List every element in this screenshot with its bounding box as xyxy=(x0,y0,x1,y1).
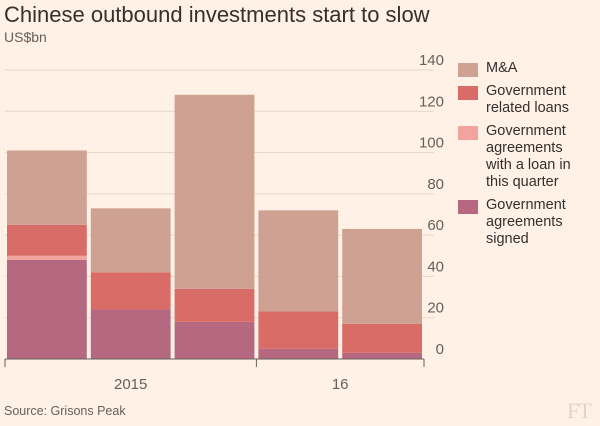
legend-label-agreements-with-loan: Government agreements with a loan in thi… xyxy=(486,123,571,190)
bar-4-series-4 xyxy=(258,210,339,312)
source-note: Source: Grisons Peak xyxy=(4,404,126,418)
legend-label-ma: M&A xyxy=(486,60,518,76)
bar-1-series-1 xyxy=(7,259,87,359)
legend-item-agreements-with-loan: Government agreements with a loan in thi… xyxy=(458,123,598,191)
bar-3-series-4 xyxy=(174,94,255,289)
legend-swatch-ma xyxy=(458,63,478,77)
bar-3-series-1 xyxy=(174,321,255,359)
bar-1-series-4 xyxy=(7,150,87,225)
bar-5-series-3 xyxy=(342,323,422,353)
bar-2-series-3 xyxy=(90,272,171,310)
bar-4-series-3 xyxy=(258,311,339,349)
chart-title: Chinese outbound investments start to sl… xyxy=(4,2,430,27)
y-tick-label-100: 100 xyxy=(419,135,444,152)
y-tick-label-40: 40 xyxy=(427,258,444,275)
legend-item-agreements-signed: Government agreements signed xyxy=(458,197,598,248)
chart-legend: M&A Government related loans Government … xyxy=(458,60,598,254)
bar-2-series-1 xyxy=(90,309,171,359)
legend-swatch-agreements-with-loan xyxy=(458,126,478,140)
y-tick-label-60: 60 xyxy=(427,217,444,234)
x-tick-label-16: 16 xyxy=(332,376,349,393)
ft-logo: FT xyxy=(567,398,592,423)
bar-5-series-1 xyxy=(342,352,422,359)
y-tick-label-80: 80 xyxy=(427,176,444,193)
bar-1-series-2 xyxy=(7,255,87,260)
bar-3-series-3 xyxy=(174,288,255,322)
y-tick-label-120: 120 xyxy=(419,93,444,110)
legend-item-ma: M&A xyxy=(458,60,598,77)
x-tick-label-2015: 2015 xyxy=(114,376,147,393)
bar-5-series-4 xyxy=(342,228,422,324)
bar-1-series-3 xyxy=(7,224,87,256)
legend-item-government-related-loans: Government related loans xyxy=(458,83,598,117)
legend-label-agreements-signed: Government agreements signed xyxy=(486,197,566,247)
legend-label-government-related-loans: Government related loans xyxy=(486,83,570,116)
legend-swatch-agreements-signed xyxy=(458,200,478,214)
y-tick-label-20: 20 xyxy=(427,300,444,317)
legend-swatch-government-related-loans xyxy=(458,86,478,100)
bar-4-series-1 xyxy=(258,348,339,359)
bar-2-series-4 xyxy=(90,208,171,273)
y-tick-label-0: 0 xyxy=(436,341,444,358)
y-tick-label-140: 140 xyxy=(419,52,444,69)
chart-subtitle: US$bn xyxy=(4,29,47,45)
